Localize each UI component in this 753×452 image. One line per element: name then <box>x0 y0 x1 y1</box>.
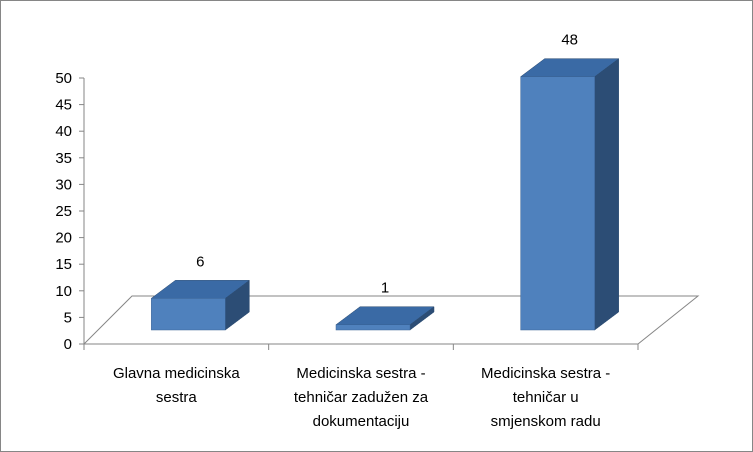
bar-front <box>335 324 411 331</box>
category-label: Glavna medicinska sestra <box>113 365 240 406</box>
y-tick-label: 15 <box>55 256 72 273</box>
y-tick-label: 30 <box>55 176 72 193</box>
category-label: Medicinska sestra - tehničar u smjenskom r… <box>481 365 610 430</box>
bar <box>150 279 251 331</box>
bar-front <box>151 298 226 331</box>
y-tick-label: 25 <box>55 203 72 220</box>
category-label: Medicinska sestra - tehničar zadužen za do… <box>294 365 429 430</box>
category-label-line: smjenskom radu <box>491 413 601 430</box>
y-tick-label: 50 <box>55 70 72 87</box>
data-label: 1 <box>381 280 389 297</box>
y-axis: 0 5 10 15 20 25 30 35 40 45 50 <box>55 70 639 353</box>
data-label: 48 <box>561 32 578 49</box>
y-tick-label: 5 <box>64 309 72 326</box>
bar-front <box>520 76 595 331</box>
y-tick-label: 40 <box>55 123 72 140</box>
bar <box>335 306 435 331</box>
y-tick-label: 10 <box>55 283 72 300</box>
category-label-line: Medicinska sestra - <box>296 365 425 382</box>
y-tick-label: 35 <box>55 150 72 167</box>
data-label: 6 <box>196 253 204 270</box>
bar <box>519 58 620 331</box>
bars <box>150 58 620 331</box>
category-label-line: Medicinska sestra - <box>481 365 610 382</box>
y-tick-label: 45 <box>55 97 72 114</box>
category-label-line: tehničar zadužen za <box>294 389 429 406</box>
y-tick-label: 20 <box>55 230 72 247</box>
category-label-line: tehničar u <box>513 389 579 406</box>
bar-side <box>594 58 619 331</box>
category-label-line: dokumentaciju <box>313 413 410 430</box>
category-label-line: sestra <box>156 389 198 406</box>
data-labels: 6 1 48 <box>196 32 578 297</box>
y-tick-label: 0 <box>64 336 72 353</box>
category-labels: Glavna medicinska sestra Medicinska sestra… <box>113 365 610 430</box>
category-label-line: Glavna medicinska <box>113 365 240 382</box>
